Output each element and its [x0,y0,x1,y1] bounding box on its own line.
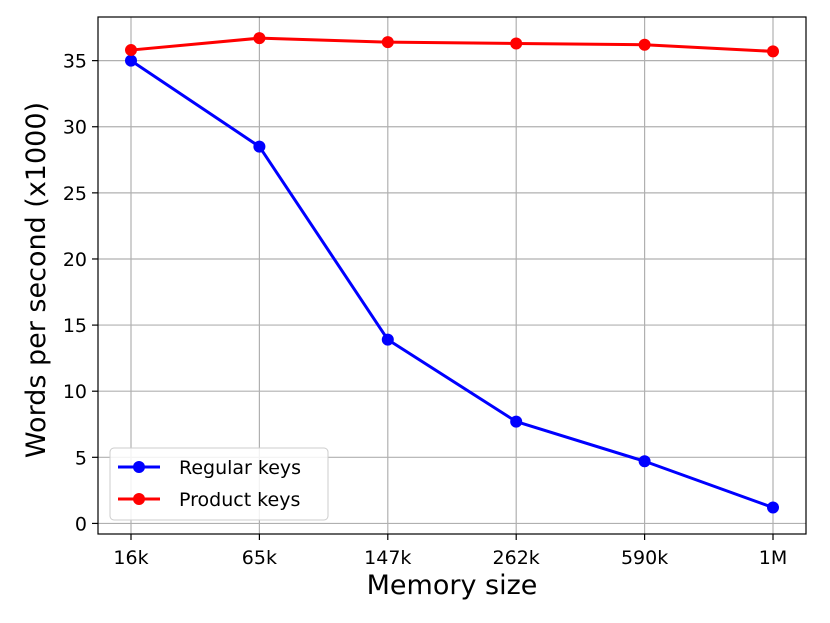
data-point-product-keys [638,38,651,51]
x-tick-label: 65k [242,547,277,569]
y-tick-label: 10 [63,381,87,403]
y-tick-label: 25 [63,183,87,205]
y-tick-label: 20 [63,249,87,271]
grid-lines [98,17,806,534]
series-line-product-keys [130,36,774,53]
y-tick-label: 15 [63,315,87,337]
x-tick-label: 262k [493,547,540,569]
y-tick-label: 0 [75,513,87,535]
legend-label-product-keys: Product keys [179,489,300,511]
x-tick-label: 590k [621,547,668,569]
data-point-regular-keys [253,140,266,153]
y-tick-label: 5 [75,447,87,469]
series-line-regular-keys [130,59,774,509]
legend-marker-product-keys [133,493,145,505]
legend-box [109,447,329,521]
data-point-regular-keys [638,455,651,468]
y-tick-label: 35 [63,51,87,73]
data-point-product-keys [253,32,266,45]
plot-frame [97,16,807,535]
legend-marker-regular-keys [133,461,145,473]
data-point-product-keys [510,37,523,50]
x-tick-label: 1M [759,547,787,569]
x-tick-label: 16k [113,547,148,569]
data-point-product-keys [381,36,394,49]
data-point-regular-keys [510,415,523,428]
data-point-product-keys [125,44,137,57]
y-tick-label: 30 [63,117,87,139]
legend-label-regular-keys: Regular keys [179,457,301,479]
data-point-regular-keys [381,333,394,346]
series-layer [125,32,779,514]
axis-ticks: 0 5 10 15 20 25 30 35 16k 65k 147k 262k 590k 1M [63,51,787,569]
data-point-product-keys [767,45,779,58]
y-axis-title: Words per second (x1000) [21,102,52,458]
data-point-regular-keys [767,501,779,514]
data-point-regular-keys [125,54,137,67]
legend: Regular keys Product keys [109,447,329,521]
x-tick-label: 147k [364,547,411,569]
x-axis-title: Memory size [367,570,538,601]
